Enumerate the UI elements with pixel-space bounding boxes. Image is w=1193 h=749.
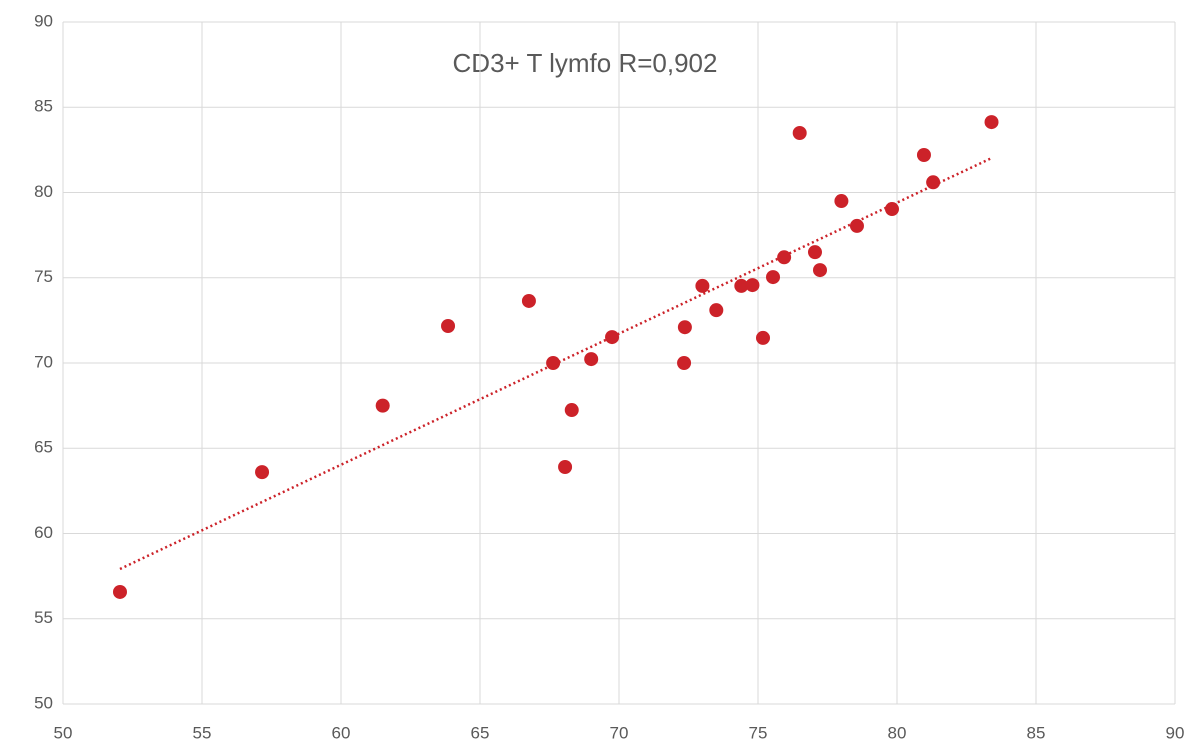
point <box>812 263 827 278</box>
point <box>112 584 127 599</box>
x-tick-label: 55 <box>193 723 212 742</box>
x-tick-label: 85 <box>1027 723 1046 742</box>
point <box>916 147 931 162</box>
point <box>564 403 579 418</box>
point <box>849 218 864 233</box>
point <box>709 303 724 318</box>
y-tick-label: 60 <box>34 523 53 542</box>
point <box>807 245 822 260</box>
point <box>766 270 781 285</box>
point <box>521 293 536 308</box>
point <box>584 352 599 367</box>
y-tick-label: 90 <box>34 11 53 30</box>
y-tick-label: 65 <box>34 438 53 457</box>
x-tick-label: 50 <box>54 723 73 742</box>
point <box>926 175 941 190</box>
point <box>745 278 760 293</box>
point <box>734 278 749 293</box>
point <box>677 320 692 335</box>
point <box>777 250 792 265</box>
x-tick-label: 90 <box>1166 723 1185 742</box>
y-tick-label: 55 <box>34 608 53 627</box>
y-tick-label: 75 <box>34 267 53 286</box>
x-tick-label: 80 <box>888 723 907 742</box>
y-tick-label: 80 <box>34 182 53 201</box>
x-tick-label: 70 <box>610 723 629 742</box>
point <box>884 202 899 217</box>
y-tick-label: 85 <box>34 97 53 116</box>
point <box>558 460 573 475</box>
point <box>255 465 270 480</box>
point <box>677 356 692 370</box>
point <box>756 330 771 345</box>
x-tick-label: 75 <box>749 723 768 742</box>
x-tick-label: 65 <box>471 723 490 742</box>
point <box>695 278 710 293</box>
chart-title: CD3+ T lymfo R=0,902 <box>453 48 718 78</box>
y-tick-label: 50 <box>34 693 53 712</box>
point <box>546 356 561 370</box>
point <box>984 115 999 130</box>
point <box>605 330 620 345</box>
point <box>834 194 849 209</box>
y-tick-label: 70 <box>34 352 53 371</box>
point <box>441 319 456 334</box>
point <box>792 125 807 140</box>
point <box>375 398 390 413</box>
x-tick-label: 60 <box>332 723 351 742</box>
